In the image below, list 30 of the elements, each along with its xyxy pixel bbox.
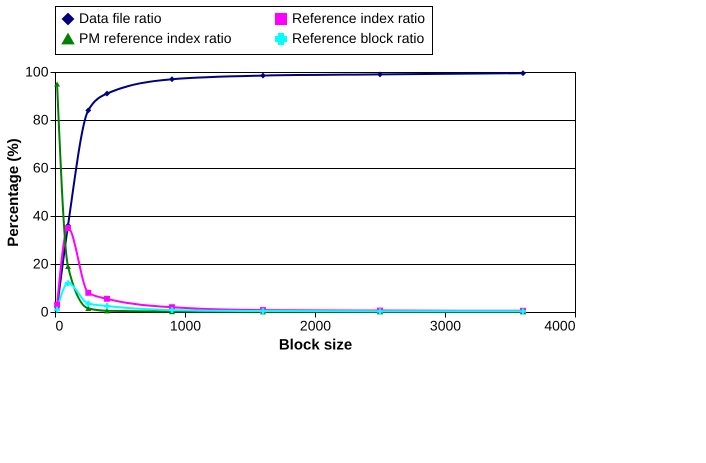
legend-label: Reference block ratio bbox=[292, 30, 425, 46]
y-tick-label: 40 bbox=[32, 208, 49, 224]
legend-label: Data file ratio bbox=[79, 10, 162, 26]
x-tick-label: 3000 bbox=[430, 318, 462, 334]
point bbox=[104, 296, 110, 302]
x-tick-label: 0 bbox=[56, 318, 64, 334]
y-tick-label: 80 bbox=[32, 112, 49, 128]
point bbox=[85, 107, 92, 114]
legend-label: Reference index ratio bbox=[292, 10, 426, 26]
y-tick-label: 20 bbox=[32, 256, 49, 272]
point bbox=[104, 90, 110, 97]
point bbox=[260, 72, 266, 79]
x-tick-label: 1000 bbox=[170, 318, 202, 334]
point bbox=[377, 71, 383, 78]
point bbox=[65, 280, 71, 286]
point bbox=[85, 290, 92, 296]
point bbox=[85, 300, 92, 307]
x-axis-title: Block size bbox=[278, 336, 352, 354]
y-tick-label: 100 bbox=[25, 64, 49, 80]
legend-label: PM reference index ratio bbox=[79, 30, 232, 46]
x-tick-label: 4000 bbox=[544, 318, 576, 334]
point bbox=[520, 70, 526, 76]
y-tick-label: 0 bbox=[40, 304, 49, 320]
point bbox=[54, 306, 60, 313]
x-tick-label: 2000 bbox=[300, 318, 332, 334]
y-tick-label: 60 bbox=[32, 160, 49, 176]
point bbox=[169, 76, 175, 82]
point bbox=[65, 225, 71, 231]
point bbox=[54, 81, 60, 87]
y-axis-title: Percentage (%) bbox=[5, 138, 22, 247]
